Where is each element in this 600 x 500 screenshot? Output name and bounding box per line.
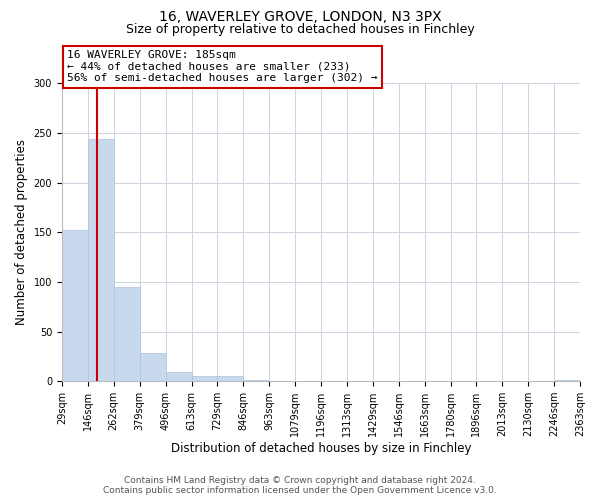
Bar	[62, 230, 88, 381]
Y-axis label: Number of detached properties: Number of detached properties	[15, 139, 28, 325]
Bar	[88, 139, 113, 381]
Bar	[166, 372, 191, 381]
Bar	[113, 287, 140, 381]
Bar	[217, 376, 243, 381]
Text: Size of property relative to detached houses in Finchley: Size of property relative to detached ho…	[125, 22, 475, 36]
Text: 16, WAVERLEY GROVE, LONDON, N3 3PX: 16, WAVERLEY GROVE, LONDON, N3 3PX	[158, 10, 442, 24]
Text: Contains HM Land Registry data © Crown copyright and database right 2024.
Contai: Contains HM Land Registry data © Crown c…	[103, 476, 497, 495]
Bar	[140, 354, 166, 381]
Bar	[243, 380, 269, 381]
Text: 16 WAVERLEY GROVE: 185sqm
← 44% of detached houses are smaller (233)
56% of semi: 16 WAVERLEY GROVE: 185sqm ← 44% of detac…	[67, 50, 377, 83]
X-axis label: Distribution of detached houses by size in Finchley: Distribution of detached houses by size …	[171, 442, 471, 455]
Bar	[191, 376, 217, 381]
Bar	[554, 380, 580, 381]
